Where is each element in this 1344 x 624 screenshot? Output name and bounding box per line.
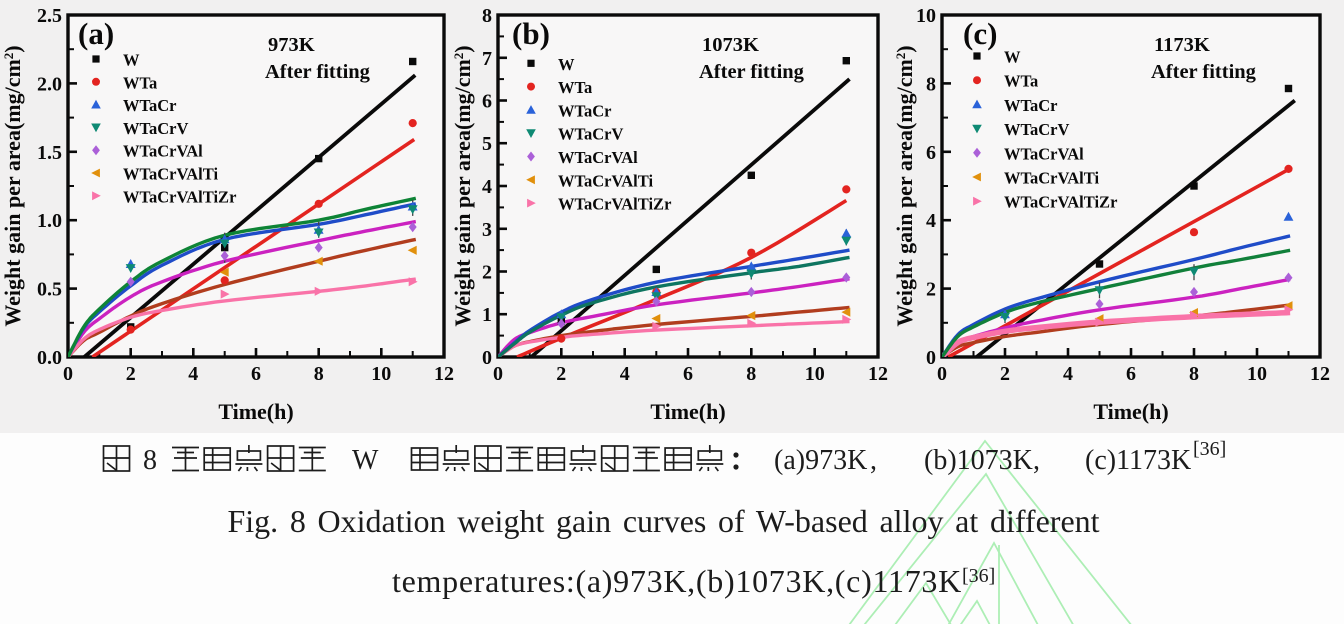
svg-text:W: W (123, 51, 140, 70)
svg-text:10: 10 (371, 363, 391, 385)
svg-text:6: 6 (926, 142, 936, 164)
svg-text:4: 4 (1063, 363, 1073, 385)
svg-text:WTaCr: WTaCr (123, 96, 176, 115)
svg-text:Weight gain per area(mg/cm2): Weight gain per area(mg/cm2) (0, 45, 25, 326)
svg-text:WTa: WTa (123, 73, 157, 92)
svg-text:0.5: 0.5 (37, 279, 62, 301)
svg-text:WTaCrVAlTiZr: WTaCrVAlTiZr (123, 187, 236, 206)
svg-text:10: 10 (1247, 363, 1267, 385)
svg-text:W: W (352, 445, 379, 476)
svg-text:W: W (1004, 48, 1021, 67)
svg-text:6: 6 (683, 363, 693, 385)
svg-text:2: 2 (1000, 363, 1010, 385)
svg-text:2.5: 2.5 (37, 5, 62, 27)
svg-text:Fig. 8 Oxidation weight gain c: Fig. 8 Oxidation weight gain curves of W… (227, 503, 1099, 539)
svg-text:6: 6 (251, 363, 261, 385)
svg-text:0: 0 (493, 363, 503, 385)
svg-text:0: 0 (63, 363, 73, 385)
svg-text:After fitting: After fitting (699, 61, 805, 83)
svg-text:1.0: 1.0 (37, 210, 62, 232)
svg-text:12: 12 (1310, 363, 1330, 385)
svg-text:(c)1173K: (c)1173K (1085, 445, 1191, 476)
svg-text:(a): (a) (78, 16, 114, 51)
svg-text:0: 0 (937, 363, 947, 385)
svg-text:8: 8 (926, 73, 936, 95)
svg-text:1173K: 1173K (1154, 34, 1210, 56)
svg-text:(b)1073K: (b)1073K (924, 445, 1033, 476)
svg-text:WTaCrVAl: WTaCrVAl (1004, 144, 1084, 163)
svg-text:4: 4 (620, 363, 630, 385)
svg-text:WTaCrVAl: WTaCrVAl (123, 142, 203, 161)
svg-text:WTaCrVAlTiZr: WTaCrVAlTiZr (1004, 193, 1117, 212)
svg-text:Weight gain per area(mg/cm2): Weight gain per area(mg/cm2) (892, 45, 917, 326)
svg-text:,: , (870, 445, 877, 476)
svg-text:WTa: WTa (558, 78, 592, 97)
svg-text:6: 6 (482, 91, 492, 113)
svg-text:12: 12 (434, 363, 454, 385)
svg-text:(c): (c) (963, 16, 997, 51)
svg-text:0.0: 0.0 (37, 347, 62, 369)
svg-text:8: 8 (314, 363, 324, 385)
svg-text:Time(h): Time(h) (1093, 399, 1168, 424)
svg-text:8: 8 (482, 5, 492, 27)
svg-text:After fitting: After fitting (265, 61, 371, 83)
svg-text:Time(h): Time(h) (218, 399, 293, 424)
svg-text:3: 3 (482, 219, 492, 241)
svg-text:WTaCrVAlTiZr: WTaCrVAlTiZr (558, 195, 671, 214)
svg-text:2: 2 (482, 262, 492, 284)
svg-text:W: W (558, 55, 575, 74)
svg-text:(b): (b) (512, 16, 550, 51)
svg-text:temperatures:(a)973K,(b)1073K,: temperatures:(a)973K,(b)1073K,(c)1173K[3… (392, 563, 995, 599)
svg-text:WTaCrVAlTi: WTaCrVAlTi (558, 171, 653, 190)
svg-text:1: 1 (482, 304, 492, 326)
svg-text:10: 10 (916, 5, 936, 27)
svg-text:8: 8 (1189, 363, 1199, 385)
svg-text:WTaCrVAlTi: WTaCrVAlTi (123, 165, 218, 184)
svg-text:Weight gain per area(mg/cm2): Weight gain per area(mg/cm2) (450, 45, 475, 326)
svg-text:2: 2 (556, 363, 566, 385)
svg-text:6: 6 (1126, 363, 1136, 385)
svg-text:2: 2 (926, 279, 936, 301)
svg-text:WTaCrVAlTi: WTaCrVAlTi (1004, 169, 1099, 188)
svg-text:WTaCrV: WTaCrV (558, 125, 623, 144)
svg-text:10: 10 (805, 363, 825, 385)
svg-text:WTa: WTa (1004, 72, 1038, 91)
svg-text:After fitting: After fitting (1151, 61, 1257, 83)
svg-text:4: 4 (926, 210, 936, 232)
svg-text:1.5: 1.5 (37, 142, 62, 164)
svg-text:4: 4 (188, 363, 198, 385)
svg-text:0: 0 (926, 347, 936, 369)
svg-text:[36]: [36] (1193, 438, 1226, 460)
svg-text:8: 8 (746, 363, 756, 385)
svg-text:12: 12 (868, 363, 888, 385)
svg-text:4: 4 (482, 176, 492, 198)
svg-text:WTaCrVAl: WTaCrVAl (558, 148, 638, 167)
svg-text:,: , (1033, 445, 1040, 476)
svg-text:2.0: 2.0 (37, 73, 62, 95)
svg-text:1073K: 1073K (702, 34, 759, 56)
svg-text:7: 7 (482, 48, 492, 70)
svg-text:973K: 973K (268, 34, 315, 56)
svg-text:0: 0 (482, 347, 492, 369)
svg-text:(a)973K: (a)973K (774, 445, 867, 476)
svg-text:WTaCrV: WTaCrV (123, 119, 188, 138)
svg-text:WTaCr: WTaCr (1004, 96, 1057, 115)
svg-text:WTaCrV: WTaCrV (1004, 120, 1069, 139)
svg-text:8: 8 (143, 445, 157, 476)
svg-text:5: 5 (482, 133, 492, 155)
svg-text:WTaCr: WTaCr (558, 101, 611, 120)
svg-text:2: 2 (126, 363, 136, 385)
svg-text:Time(h): Time(h) (650, 399, 725, 424)
